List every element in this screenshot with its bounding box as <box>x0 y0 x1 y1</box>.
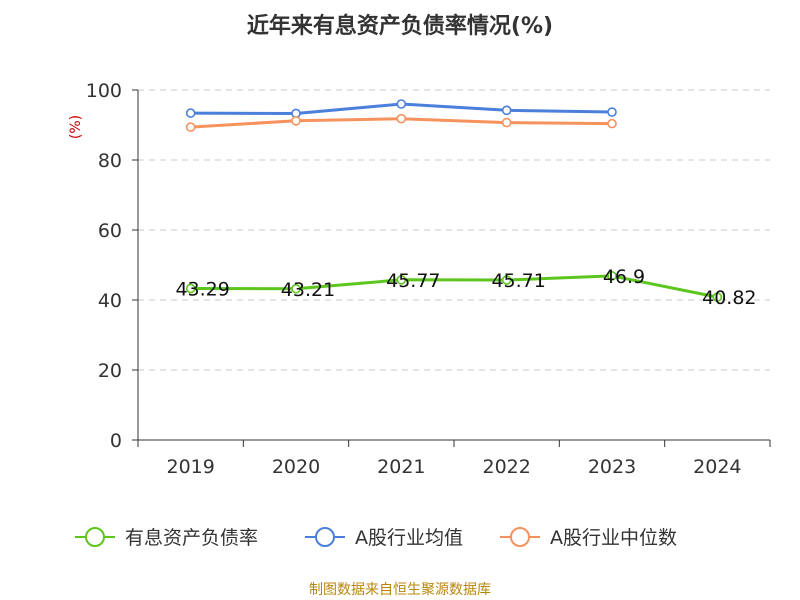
data-point-2-2023 <box>607 118 617 129</box>
y-tick-label-40: 40 <box>98 290 122 312</box>
y-tick-label-100: 100 <box>86 80 122 102</box>
data-point-2-2021 <box>396 113 407 124</box>
data-point-0-2023 <box>607 271 617 281</box>
x-tick-label-2020: 2020 <box>272 456 320 478</box>
chart-title: 近年来有息资产负债率情况(%) <box>247 13 553 39</box>
data-point-2-2020 <box>291 116 301 126</box>
y-axis-unit-label: (%) <box>68 115 84 139</box>
x-tick-label-2021: 2021 <box>377 456 425 478</box>
data-point-1-2021 <box>396 99 407 109</box>
data-labels: 43.29 43.21 45.77 45.71 46.9 40.82 <box>175 266 756 309</box>
data-point-2-2022 <box>501 117 512 128</box>
x-tick-label-2022: 2022 <box>482 456 530 478</box>
data-point-0-2020 <box>291 283 301 294</box>
legend-item-1: A股行业均值 <box>305 527 463 549</box>
legend-marker-2 <box>510 527 530 547</box>
legend-item-2: A股行业中位数 <box>500 527 677 549</box>
data-label-2023: 46.9 <box>603 266 645 288</box>
legend-label-0: 有息资产负债率 <box>125 527 258 549</box>
data-point-2-2019 <box>185 122 196 132</box>
legend-item-0: 有息资产负债率 <box>75 527 258 549</box>
data-point-0-2022 <box>501 275 512 285</box>
y-tick-label-20: 20 <box>98 360 122 382</box>
data-label-2019: 43.29 <box>175 278 229 300</box>
axes: 0 20 40 60 80 100 2019 2020 2021 2022 2023 2024 <box>86 80 771 478</box>
x-tick-label-2024: 2024 <box>693 456 741 478</box>
data-point-0-2019 <box>185 283 196 294</box>
data-point-0-2024 <box>712 292 723 302</box>
series-line-0 <box>190 274 718 299</box>
grid-lines <box>138 89 770 371</box>
data-point-1-2019 <box>185 108 196 118</box>
x-tick-label-2023: 2023 <box>588 456 636 478</box>
x-tick-label-2019: 2019 <box>166 456 214 478</box>
legend-marker-0 <box>85 527 105 547</box>
y-tick-label-80: 80 <box>98 150 122 172</box>
source-note: 制图数据来自恒生聚源数据库 <box>309 582 491 598</box>
legend: 有息资产负债率 A股行业均值 A股行业中位数 <box>75 527 677 549</box>
data-label-2021: 45.77 <box>386 270 440 292</box>
legend-label-2: A股行业中位数 <box>550 527 677 549</box>
legend-label-1: A股行业均值 <box>355 527 463 549</box>
legend-marker-1 <box>315 527 335 547</box>
series-lines <box>185 99 723 302</box>
data-point-0-2021 <box>396 275 407 285</box>
y-tick-label-0: 0 <box>110 430 122 452</box>
data-label-2022: 45.71 <box>491 270 545 292</box>
data-point-1-2023 <box>607 107 617 117</box>
data-point-1-2022 <box>501 105 512 116</box>
data-label-2020: 43.21 <box>281 279 335 301</box>
y-tick-label-60: 60 <box>98 220 122 242</box>
data-label-2024: 40.82 <box>702 287 756 309</box>
